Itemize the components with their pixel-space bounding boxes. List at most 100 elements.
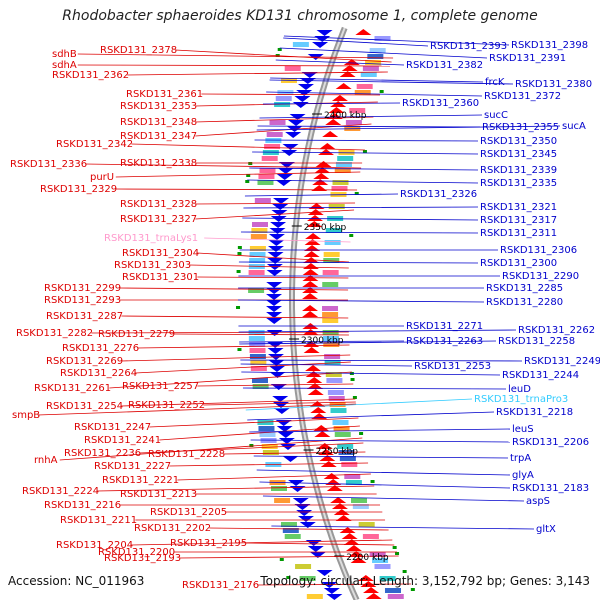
forward-gene-arrow: [322, 131, 339, 137]
right-leader-line: [262, 102, 401, 105]
cog-block-left: [334, 168, 351, 173]
forward-gene-arrow: [339, 527, 356, 533]
gc-skew-mark: [349, 234, 354, 237]
left-gene-label: RSKD131_2224: [22, 486, 99, 497]
forward-gene-arrow: [365, 593, 382, 599]
left-leader-line: [195, 209, 355, 220]
forward-gene-arrow: [302, 293, 319, 299]
cog-block-right: [249, 342, 266, 347]
reverse-gene-arrow: [326, 594, 343, 600]
right-leader-line: [247, 411, 495, 421]
right-gene-label: RSKD131_2253: [414, 361, 491, 372]
reverse-gene-arrow: [266, 330, 283, 336]
right-gene-label: leuS: [512, 424, 534, 435]
cog-block-left: [323, 252, 340, 257]
gc-skew-mark: [237, 246, 242, 249]
left-gene-label: RSKD131_2378: [100, 45, 177, 56]
left-gene-label: RSKD131_2254: [46, 401, 123, 412]
right-gene-label: RSKD131_2271: [406, 321, 483, 332]
reverse-gene-arrow: [316, 30, 333, 36]
left-leader-line: [115, 188, 358, 191]
left-gene-label: RSKD131_2193: [104, 553, 181, 564]
cog-block-left: [328, 204, 345, 209]
reverse-gene-arrow: [314, 36, 331, 42]
cog-block-left: [322, 318, 339, 323]
right-gene-label: RSKD131_2317: [480, 215, 557, 226]
gc-skew-mark: [248, 162, 253, 165]
cog-block-left: [374, 36, 391, 41]
right-leader-line: [266, 91, 483, 97]
right-gene-label: RSKD131_2306: [500, 245, 577, 256]
left-gene-label: sdhB: [52, 49, 77, 60]
cog-block-right: [284, 534, 301, 539]
cog-block-left: [322, 330, 339, 335]
cog-block-right: [274, 102, 291, 107]
forward-gene-arrow: [328, 107, 345, 113]
forward-gene-arrow: [304, 239, 321, 245]
left-gene-label: RSKD131_2269: [46, 356, 123, 367]
left-gene-label: RSKD131_2362: [52, 70, 129, 81]
left-leader-line: [197, 383, 354, 387]
forward-gene-arrow: [325, 119, 342, 125]
cog-block-right: [280, 522, 297, 527]
right-gene-label: RSKD131_2244: [502, 370, 579, 381]
cog-block-right: [284, 66, 301, 71]
right-gene-label: RSKD131_2372: [484, 91, 561, 102]
right-gene-label: aspS: [526, 496, 550, 507]
cog-block-right: [272, 108, 289, 113]
right-gene-label: sucA: [562, 121, 586, 132]
cog-block-left: [332, 180, 349, 185]
cog-block-left: [323, 342, 340, 347]
right-gene-label: RSKD131_2290: [502, 271, 579, 282]
left-gene-label: RSKD131_2205: [150, 507, 227, 518]
cog-block-right: [270, 486, 287, 491]
right-gene-label: RSKD131_trnaPro3: [474, 394, 568, 405]
left-gene-label: RSKD131_2228: [148, 449, 225, 460]
forward-gene-arrow: [339, 71, 356, 77]
forward-gene-arrow: [341, 65, 358, 71]
kbp-marker-label: 2300 kbp: [301, 336, 344, 346]
cog-block-left: [322, 306, 339, 311]
cog-block-left: [349, 492, 366, 497]
forward-gene-arrow: [335, 515, 352, 521]
cog-block-left: [337, 444, 354, 449]
cog-block-right: [265, 138, 282, 143]
cog-block-right: [249, 354, 266, 359]
cog-block-left: [322, 282, 339, 287]
right-leader-line: [254, 139, 479, 142]
forward-gene-arrow: [355, 29, 372, 35]
gc-skew-mark: [246, 174, 251, 177]
reverse-gene-arrow: [268, 240, 285, 246]
right-gene-label: RSKD131_2393: [430, 41, 507, 52]
left-gene-label: RSKD131_2213: [120, 489, 197, 500]
right-leader-line: [239, 340, 405, 343]
cog-block-left: [369, 48, 386, 53]
left-leader-line: [195, 202, 356, 205]
cog-block-left: [367, 54, 384, 59]
left-leader-line: [175, 49, 392, 63]
left-gene-label: RSKD131_2216: [44, 500, 121, 511]
forward-gene-arrow: [330, 497, 347, 503]
kbp-marker-label: 2400 kbp: [324, 111, 367, 121]
right-gene-label: RSKD131_2218: [496, 407, 573, 418]
right-leader-line: [239, 340, 497, 345]
right-gene-label: RSKD131_2398: [511, 40, 588, 51]
left-gene-label: RSKD131_2348: [120, 117, 197, 128]
reverse-gene-arrow: [266, 282, 283, 288]
forward-gene-arrow: [314, 167, 331, 173]
cog-block-left: [322, 312, 339, 317]
reverse-gene-arrow: [266, 294, 283, 300]
reverse-gene-arrow: [266, 300, 282, 306]
cog-block-left: [358, 522, 375, 527]
reverse-gene-arrow: [280, 444, 297, 450]
left-leader-line: [91, 331, 349, 334]
cog-block-right: [306, 594, 323, 599]
cog-block-left: [384, 588, 401, 593]
cog-block-right: [257, 420, 274, 425]
right-leader-line: [269, 79, 514, 85]
cog-block-left: [327, 390, 344, 395]
reverse-gene-arrow: [301, 72, 318, 78]
reverse-gene-arrow: [266, 270, 283, 276]
right-gene-label: RSKD131_2285: [486, 283, 563, 294]
right-leader-line: [279, 47, 488, 59]
